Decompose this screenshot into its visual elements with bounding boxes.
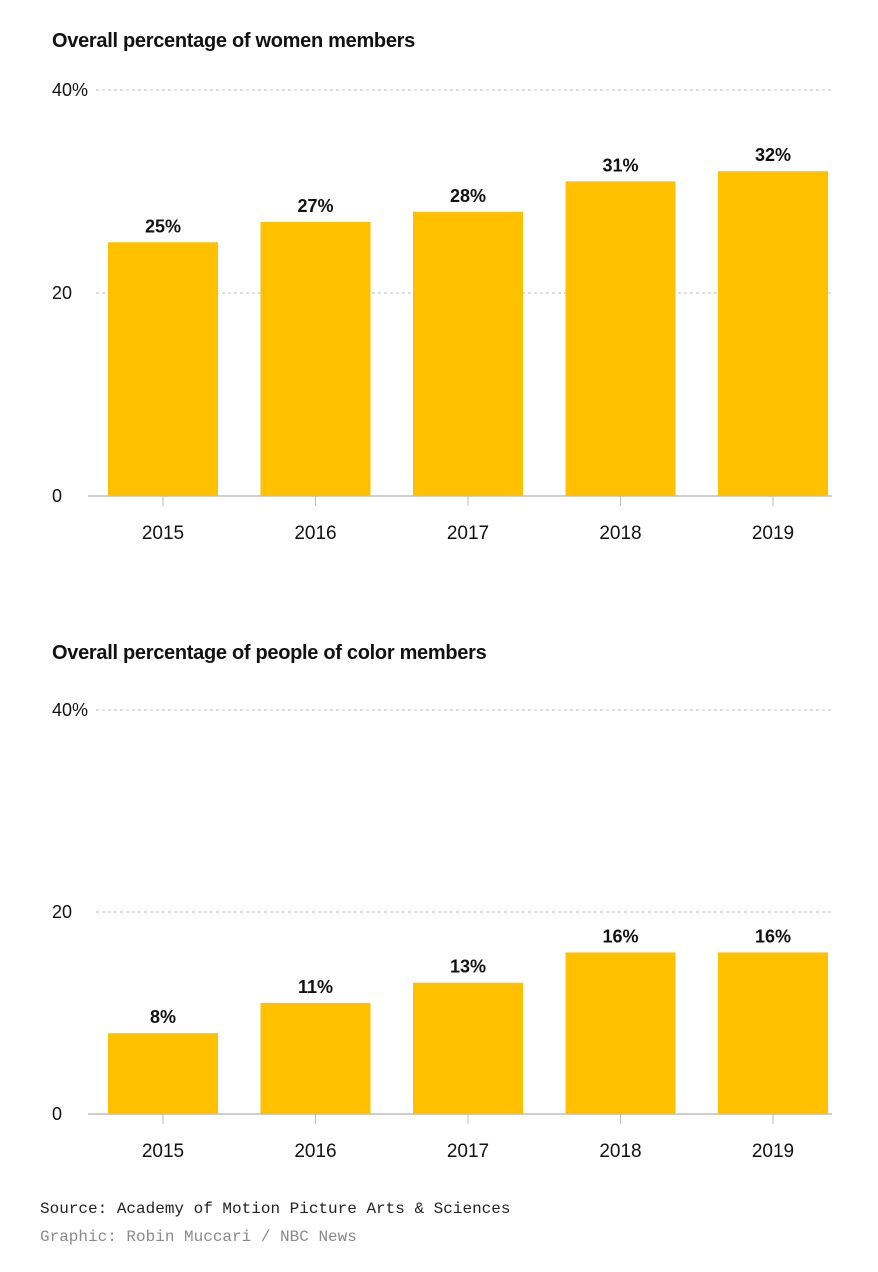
y-tick-label: 20 (52, 902, 72, 922)
y-tick-label: 40% (52, 80, 88, 100)
y-tick-label: 20 (52, 283, 72, 303)
y-tick-label: 0 (52, 1104, 62, 1124)
people-of-color-members-bar-chart: 0 20 40% 8% 2015 11% 2016 13% 2017 16% 2018 16% 2019 (52, 700, 832, 1162)
x-tick-label: 2018 (599, 1141, 641, 1162)
chart-title-people-of-color: Overall percentage of people of color me… (52, 642, 487, 664)
data-label: 11% (298, 977, 333, 997)
x-tick-label: 2017 (447, 523, 489, 544)
bar-2016 (260, 1002, 371, 1114)
women-members-bar-chart: 0 20 40% 25% 2015 27% 2016 28% 2017 31% 2018 32% 201… (52, 80, 832, 544)
data-label: 16% (755, 926, 791, 946)
x-tick-label: 2018 (599, 523, 641, 544)
data-label: 27% (297, 196, 333, 216)
x-tick-label: 2016 (294, 1141, 336, 1162)
data-label: 31% (602, 155, 638, 175)
data-label: 25% (145, 216, 181, 236)
chart-title-women: Overall percentage of women members (52, 30, 415, 52)
y-tick-label: 40% (52, 700, 88, 720)
x-tick-label: 2019 (752, 1141, 794, 1162)
bar-2019 (718, 952, 828, 1114)
bar-2019 (718, 171, 828, 496)
data-label: 16% (602, 926, 638, 946)
data-label: 28% (450, 186, 486, 206)
y-tick-label: 0 (52, 486, 62, 506)
x-tick-label: 2015 (142, 1141, 184, 1162)
data-label: 13% (450, 957, 486, 977)
graphic-credit: Graphic: Robin Muccari / NBC News (40, 1228, 357, 1246)
x-tick-label: 2016 (294, 523, 336, 544)
bar-2016 (260, 221, 371, 496)
bar-2015 (108, 242, 218, 496)
bar-2018 (565, 952, 676, 1114)
x-tick-label: 2019 (752, 523, 794, 544)
bar-2017 (413, 211, 523, 497)
source-note: Source: Academy of Motion Picture Arts &… (40, 1200, 511, 1218)
x-tick-label: 2015 (142, 523, 184, 544)
data-label: 32% (755, 145, 791, 165)
bar-2018 (565, 181, 676, 496)
bar-2017 (413, 982, 523, 1114)
data-label: 8% (150, 1007, 176, 1027)
bar-2015 (108, 1033, 218, 1114)
x-tick-label: 2017 (447, 1141, 489, 1162)
